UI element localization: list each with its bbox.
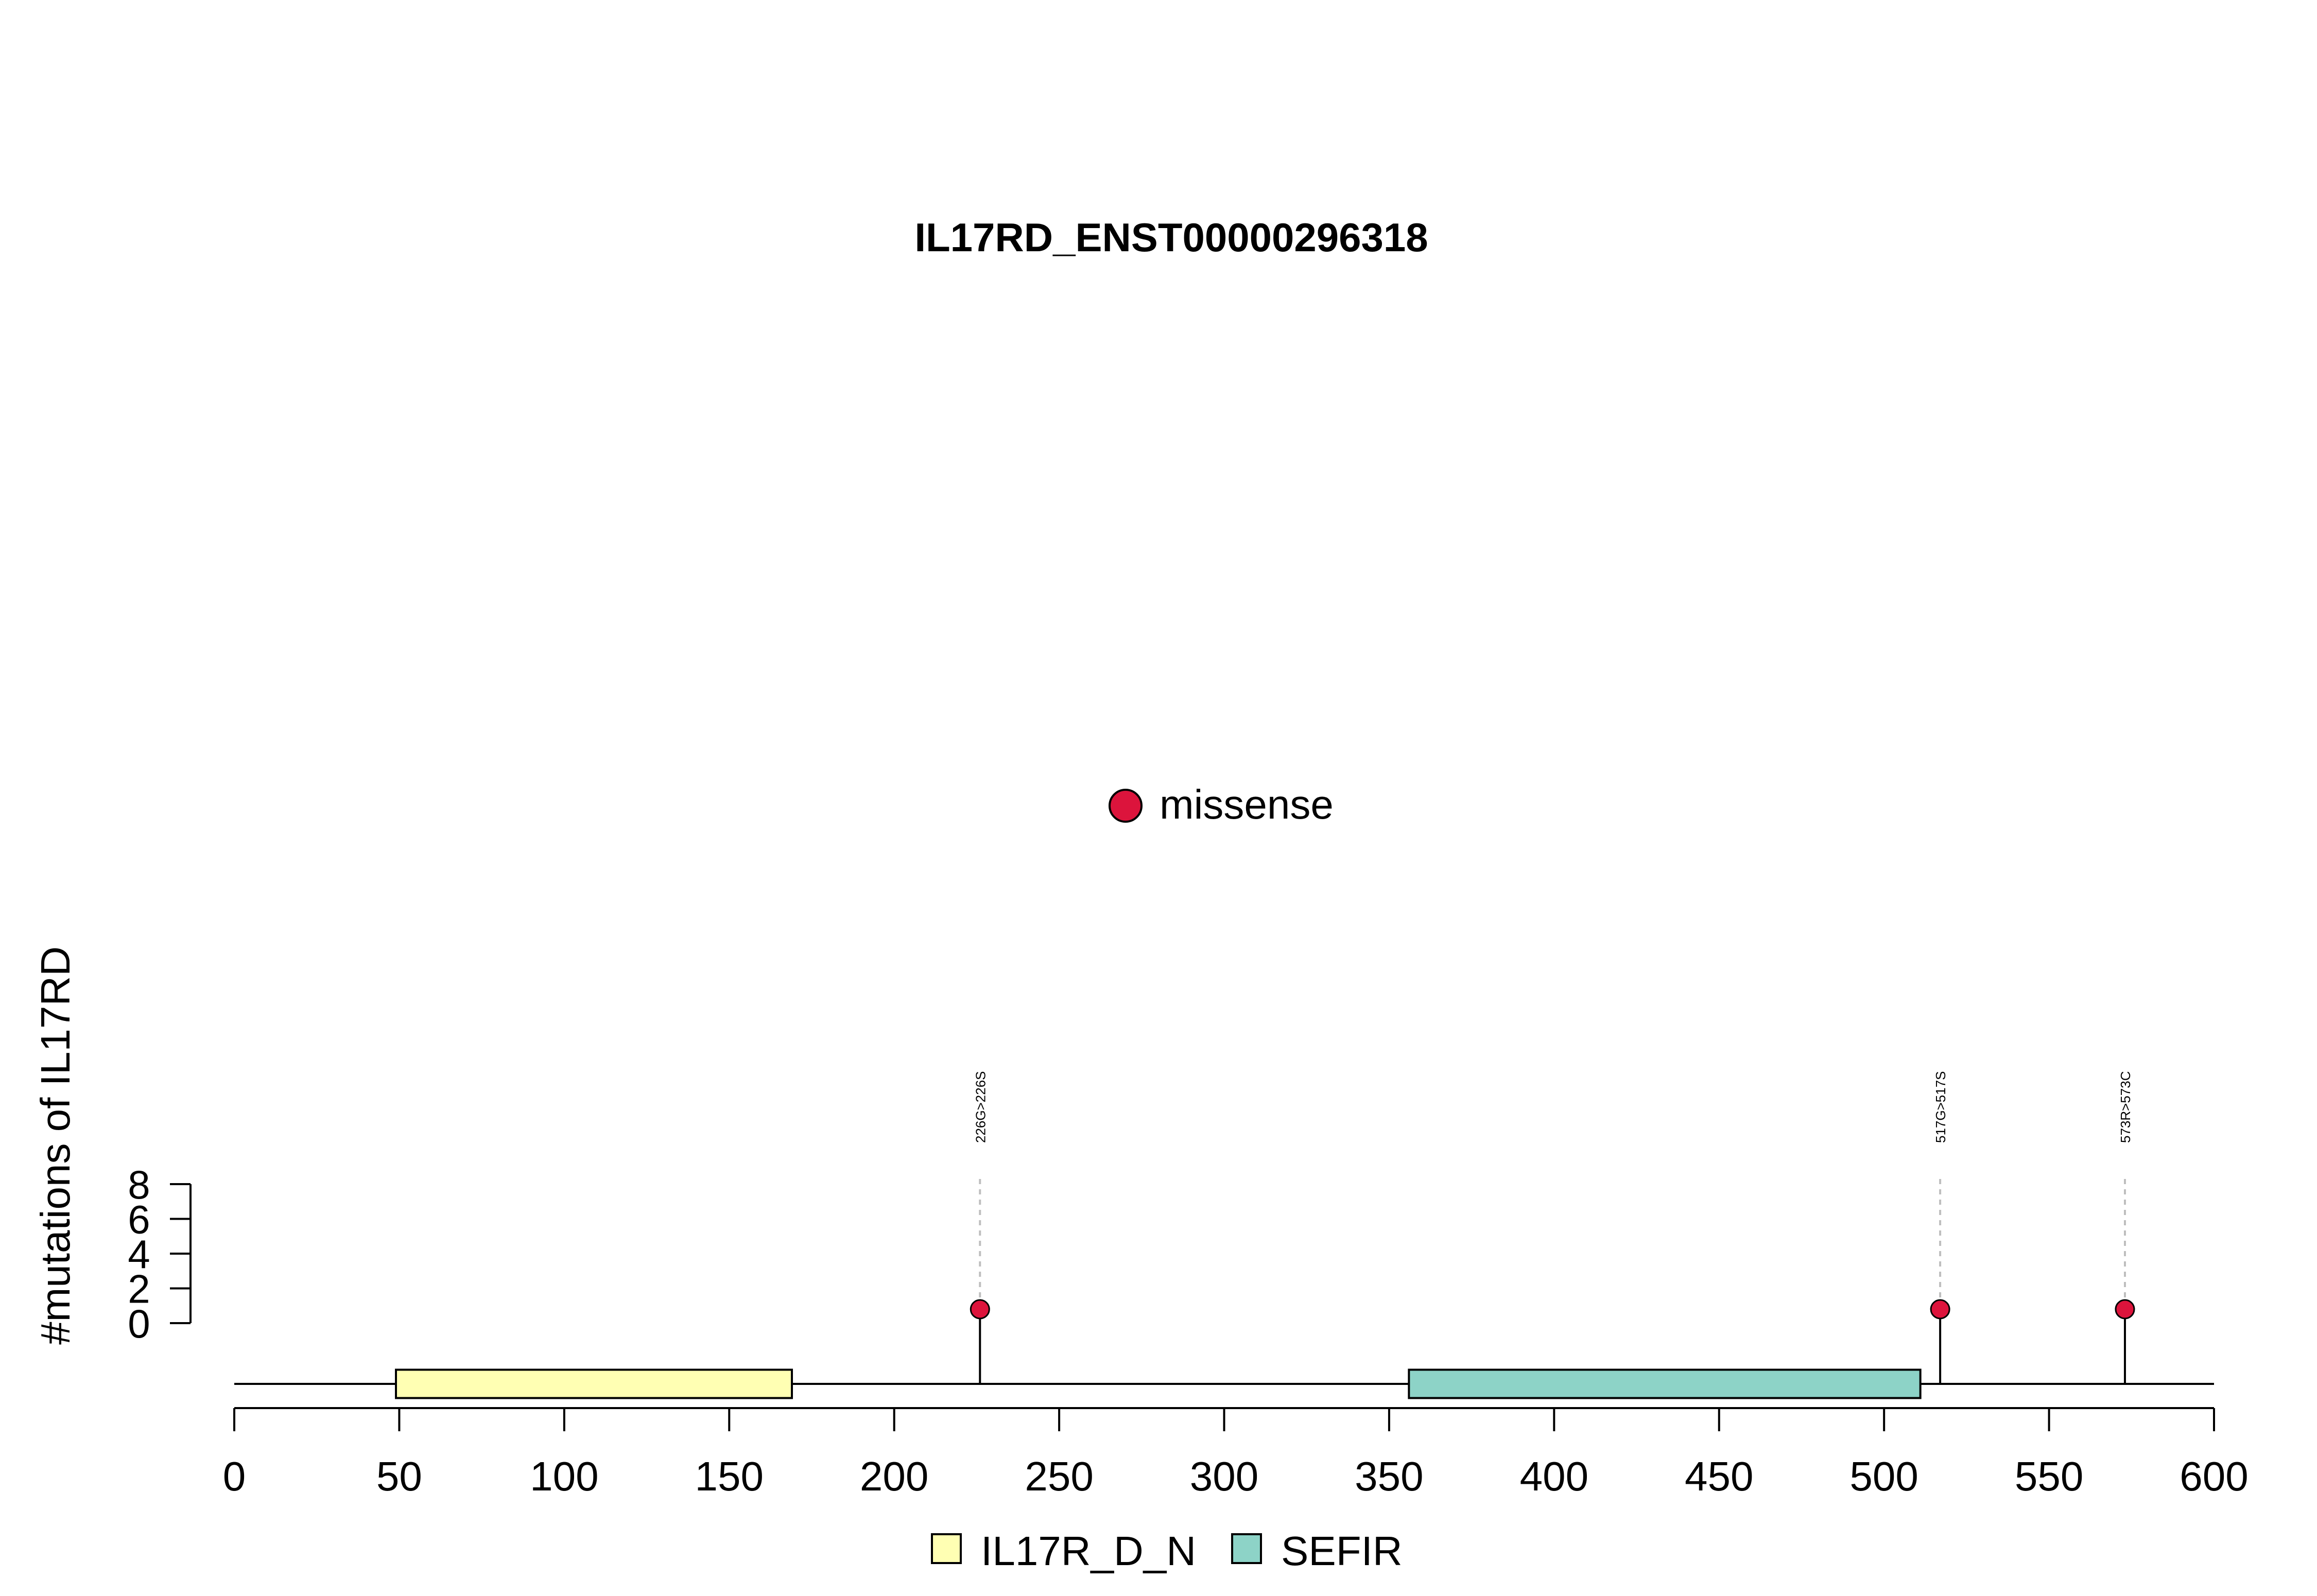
x-axis: 0 50 100 150 200 250 300 350 400 450 500 550 600 [223,1407,2249,1499]
y-tick-label: 4 [128,1231,150,1277]
missense-legend-marker [1109,789,1143,823]
domain-legend-swatch [1231,1533,1263,1564]
mutations: 226G>226S 517G>517S 573R>573C [970,1071,2135,1384]
x-tick-label: 400 [1520,1453,1588,1499]
x-tick-label: 200 [860,1453,928,1499]
domain-il17r-d-n [395,1368,793,1399]
x-tick-label: 300 [1190,1453,1258,1499]
x-tick-label: 600 [2180,1453,2248,1499]
y-tick-label: 0 [128,1301,150,1346]
mutation-label: 517G>517S [1933,1071,1948,1143]
mutation-label: 226G>226S [973,1071,988,1143]
x-tick-label: 250 [1025,1453,1093,1499]
x-tick-label: 50 [376,1453,422,1499]
mutation-point [2115,1299,2135,1320]
mutation-point [970,1299,990,1320]
x-tick-label: 150 [695,1453,764,1499]
x-tick-label: 100 [530,1453,598,1499]
domain-legend: IL17R_D_N SEFIR [931,1528,1403,1574]
domain-legend-label: IL17R_D_N [981,1528,1196,1574]
x-tick-label: 550 [2015,1453,2083,1499]
domain-legend-swatch [931,1533,962,1564]
y-tick-label: 6 [128,1197,150,1242]
mutation-legend: missense [1109,782,1334,827]
missense-legend-label: missense [1160,782,1334,827]
domain-sefir [1408,1368,1922,1399]
x-tick-label: 450 [1685,1453,1753,1499]
x-tick-label: 0 [223,1453,246,1499]
y-tick-label: 2 [128,1267,150,1312]
mutation-label: 573R>573C [2118,1071,2133,1143]
chart-title: IL17RD_ENST00000296318 [914,215,1428,260]
y-axis-label: #mutations of IL17RD [32,946,78,1345]
domains [395,1368,1922,1399]
domain-legend-label: SEFIR [1281,1528,1403,1574]
y-tick-label: 8 [128,1162,150,1207]
x-tick-label: 350 [1355,1453,1423,1499]
x-tick-label: 500 [1849,1453,1918,1499]
mutation-point [1930,1299,1950,1320]
